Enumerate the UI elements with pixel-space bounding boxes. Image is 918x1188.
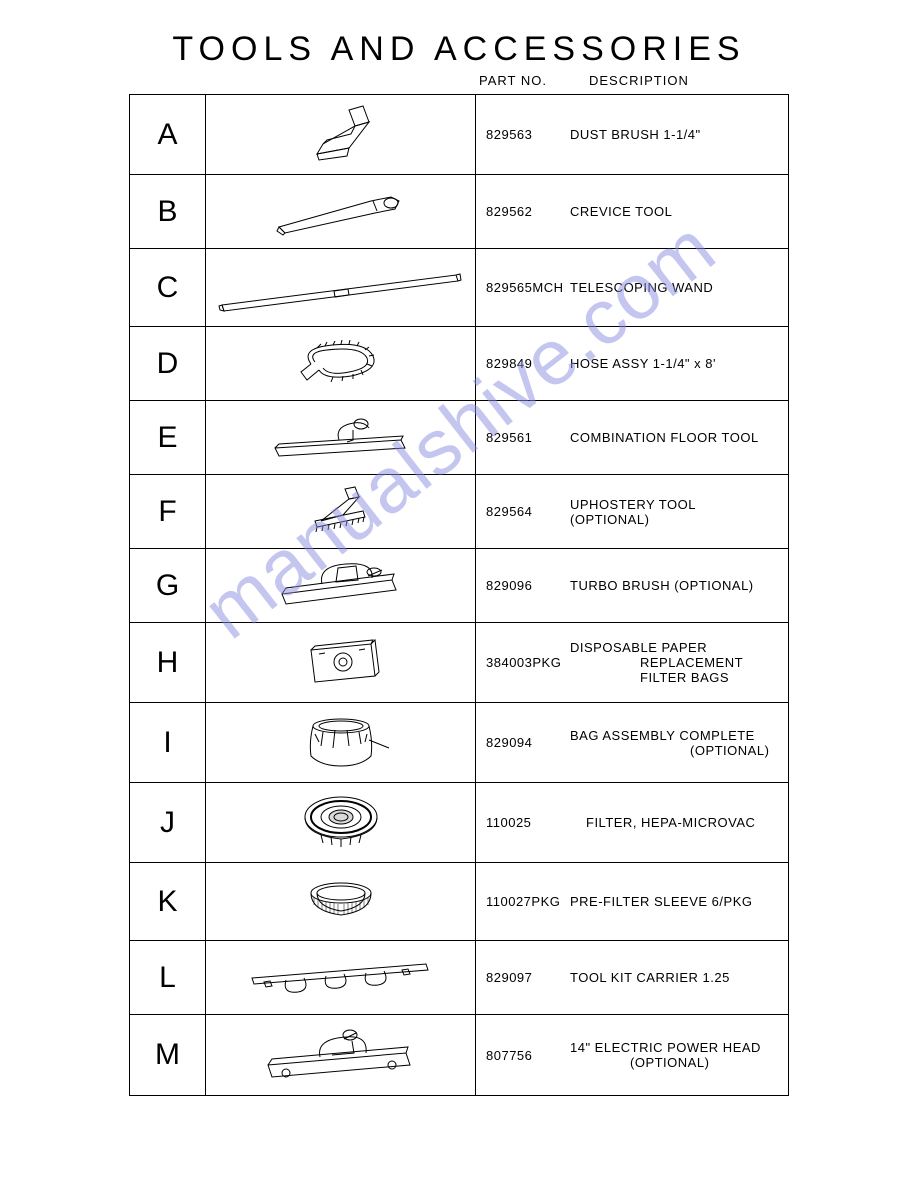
parts-table: A 829563 DUST BRUSH 1-1/4" B 8295 xyxy=(129,94,789,1096)
part-description: 829096 TURBO BRUSH (OPTIONAL) xyxy=(476,549,788,622)
part-number: 110027PKG xyxy=(486,894,570,909)
part-description: 829562 CREVICE TOOL xyxy=(476,175,788,248)
part-description: 829563 DUST BRUSH 1-1/4" xyxy=(476,95,788,174)
part-description: 829094 BAG ASSEMBLY COMPLETE (OPTIONAL) xyxy=(476,703,788,782)
power-head-icon xyxy=(256,1025,426,1085)
part-number: 829094 xyxy=(486,735,570,750)
table-row: J 110025 FILTER, HEPA-MICROVAC xyxy=(130,783,788,863)
row-letter: A xyxy=(130,95,206,174)
part-desc-text: 14" ELECTRIC POWER HEAD xyxy=(570,1040,761,1055)
table-row: G 829096 TURBO BRUSH (OPTIONAL) xyxy=(130,549,788,623)
row-letter: D xyxy=(130,327,206,400)
part-illustration xyxy=(206,327,476,400)
part-desc-text: PRE-FILTER SLEEVE 6/PKG xyxy=(570,894,752,909)
part-desc-text: FILTER, HEPA-MICROVAC xyxy=(570,815,755,830)
part-description: 829561 COMBINATION FLOOR TOOL xyxy=(476,401,788,474)
row-letter: H xyxy=(130,623,206,702)
part-description: 807756 14" ELECTRIC POWER HEAD (OPTIONAL… xyxy=(476,1015,788,1095)
filter-bag-icon xyxy=(291,636,391,690)
part-number: 829849 xyxy=(486,356,570,371)
table-row: B 829562 CREVICE TOOL xyxy=(130,175,788,249)
page-title: TOOLS AND ACCESSORIES xyxy=(0,30,918,69)
part-desc-text: TURBO BRUSH (OPTIONAL) xyxy=(570,578,754,593)
row-letter: J xyxy=(130,783,206,862)
part-description: 384003PKG DISPOSABLE PAPER REPLACEMENT F… xyxy=(476,623,788,702)
upholstery-tool-icon xyxy=(291,483,391,541)
bag-assembly-icon xyxy=(291,712,391,774)
part-illustration xyxy=(206,863,476,940)
part-desc-text: COMBINATION FLOOR TOOL xyxy=(570,430,759,445)
part-desc-text: DISPOSABLE PAPER xyxy=(570,640,778,655)
part-illustration xyxy=(206,941,476,1014)
part-desc-text: TELESCOPING WAND xyxy=(570,280,713,295)
part-illustration xyxy=(206,249,476,326)
part-description: 110027PKG PRE-FILTER SLEEVE 6/PKG xyxy=(476,863,788,940)
part-number: 829563 xyxy=(486,127,570,142)
part-number: 829561 xyxy=(486,430,570,445)
part-description: 829565MCH TELESCOPING WAND xyxy=(476,249,788,326)
part-description: 110025 FILTER, HEPA-MICROVAC xyxy=(476,783,788,862)
part-desc-text: UPHOSTERY TOOL (OPTIONAL) xyxy=(570,497,778,527)
part-desc-text-2: REPLACEMENT FILTER BAGS xyxy=(570,655,778,685)
part-illustration xyxy=(206,401,476,474)
column-headers: PART NO. DESCRIPTION xyxy=(129,73,789,88)
telescoping-wand-icon xyxy=(216,263,466,313)
part-illustration xyxy=(206,175,476,248)
row-letter: F xyxy=(130,475,206,548)
table-row: E 829561 COMBINATION FLOOR TOOL xyxy=(130,401,788,475)
table-row: F 829564 UPHOSTERY TOOL (OPTIONAL) xyxy=(130,475,788,549)
tool-kit-carrier-icon xyxy=(246,956,436,1000)
part-number: 829097 xyxy=(486,970,570,985)
header-partno: PART NO. xyxy=(479,73,589,88)
row-letter: I xyxy=(130,703,206,782)
part-desc-text: DUST BRUSH 1-1/4" xyxy=(570,127,701,142)
part-description: 829564 UPHOSTERY TOOL (OPTIONAL) xyxy=(476,475,788,548)
part-illustration xyxy=(206,95,476,174)
row-letter: G xyxy=(130,549,206,622)
part-number: 384003PKG xyxy=(486,655,570,670)
part-number: 829562 xyxy=(486,204,570,219)
part-illustration xyxy=(206,475,476,548)
part-description: 829097 TOOL KIT CARRIER 1.25 xyxy=(476,941,788,1014)
part-description: 829849 HOSE ASSY 1-1/4" x 8' xyxy=(476,327,788,400)
table-row: D 829849 HOSE ASSY 1-1/4" x 8' xyxy=(130,327,788,401)
table-row: K 110027PKG PRE-FILTER SLEEVE 6/PKG xyxy=(130,863,788,941)
hepa-filter-icon xyxy=(291,791,391,855)
part-desc-text: HOSE ASSY 1-1/4" x 8' xyxy=(570,356,716,371)
part-number: 829565MCH xyxy=(486,280,570,295)
crevice-tool-icon xyxy=(261,187,421,237)
part-illustration xyxy=(206,703,476,782)
part-number: 829096 xyxy=(486,578,570,593)
part-number: 110025 xyxy=(486,815,570,830)
row-letter: L xyxy=(130,941,206,1014)
table-row: A 829563 DUST BRUSH 1-1/4" xyxy=(130,95,788,175)
row-letter: K xyxy=(130,863,206,940)
part-desc-text-2: (OPTIONAL) xyxy=(570,1055,761,1070)
part-desc-text: CREVICE TOOL xyxy=(570,204,672,219)
table-row: H 384003PKG DISPOSABLE PAPER REPLACEMENT… xyxy=(130,623,788,703)
part-illustration xyxy=(206,1015,476,1095)
part-number: 829564 xyxy=(486,504,570,519)
pre-filter-sleeve-icon xyxy=(296,875,386,929)
turbo-brush-icon xyxy=(266,558,416,614)
part-illustration xyxy=(206,623,476,702)
table-row: C 829565MCH TELESCOPING WAND xyxy=(130,249,788,327)
row-letter: B xyxy=(130,175,206,248)
part-desc-text: TOOL KIT CARRIER 1.25 xyxy=(570,970,730,985)
part-desc-text: BAG ASSEMBLY COMPLETE xyxy=(570,728,769,743)
part-illustration xyxy=(206,783,476,862)
row-letter: C xyxy=(130,249,206,326)
table-row: M 807756 14" ELECTRIC POWER HEAD (OPTION… xyxy=(130,1015,788,1095)
row-letter: E xyxy=(130,401,206,474)
hose-assy-icon xyxy=(281,336,401,392)
table-row: L 829097 TOOL KIT CARRIER 1.25 xyxy=(130,941,788,1015)
part-illustration xyxy=(206,549,476,622)
part-desc-text-2: (OPTIONAL) xyxy=(570,743,769,758)
header-description: DESCRIPTION xyxy=(589,73,689,88)
floor-tool-icon xyxy=(261,410,421,466)
table-row: I 829094 BAG ASSEMBLY COMPLETE (OPTIONAL… xyxy=(130,703,788,783)
part-number: 807756 xyxy=(486,1048,570,1063)
row-letter: M xyxy=(130,1015,206,1095)
dust-brush-icon xyxy=(291,104,391,166)
